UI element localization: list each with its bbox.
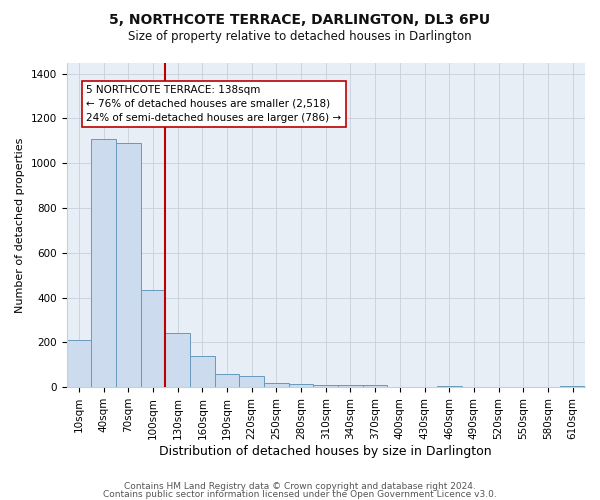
Bar xyxy=(116,143,140,387)
Text: Contains HM Land Registry data © Crown copyright and database right 2024.: Contains HM Land Registry data © Crown c… xyxy=(124,482,476,491)
Bar xyxy=(313,385,338,387)
Bar xyxy=(190,356,215,387)
Bar xyxy=(91,138,116,387)
Bar xyxy=(264,382,289,387)
Bar xyxy=(437,386,461,387)
Text: Contains public sector information licensed under the Open Government Licence v3: Contains public sector information licen… xyxy=(103,490,497,499)
Bar xyxy=(338,386,363,387)
Bar xyxy=(363,386,388,387)
X-axis label: Distribution of detached houses by size in Darlington: Distribution of detached houses by size … xyxy=(160,444,492,458)
Bar xyxy=(165,334,190,387)
Bar xyxy=(289,384,313,387)
Bar xyxy=(560,386,585,387)
Text: Size of property relative to detached houses in Darlington: Size of property relative to detached ho… xyxy=(128,30,472,43)
Bar xyxy=(215,374,239,387)
Bar xyxy=(140,290,165,387)
Bar xyxy=(239,376,264,387)
Y-axis label: Number of detached properties: Number of detached properties xyxy=(15,137,25,312)
Text: 5, NORTHCOTE TERRACE, DARLINGTON, DL3 6PU: 5, NORTHCOTE TERRACE, DARLINGTON, DL3 6P… xyxy=(109,12,491,26)
Bar xyxy=(67,340,91,387)
Text: 5 NORTHCOTE TERRACE: 138sqm
← 76% of detached houses are smaller (2,518)
24% of : 5 NORTHCOTE TERRACE: 138sqm ← 76% of det… xyxy=(86,85,341,123)
